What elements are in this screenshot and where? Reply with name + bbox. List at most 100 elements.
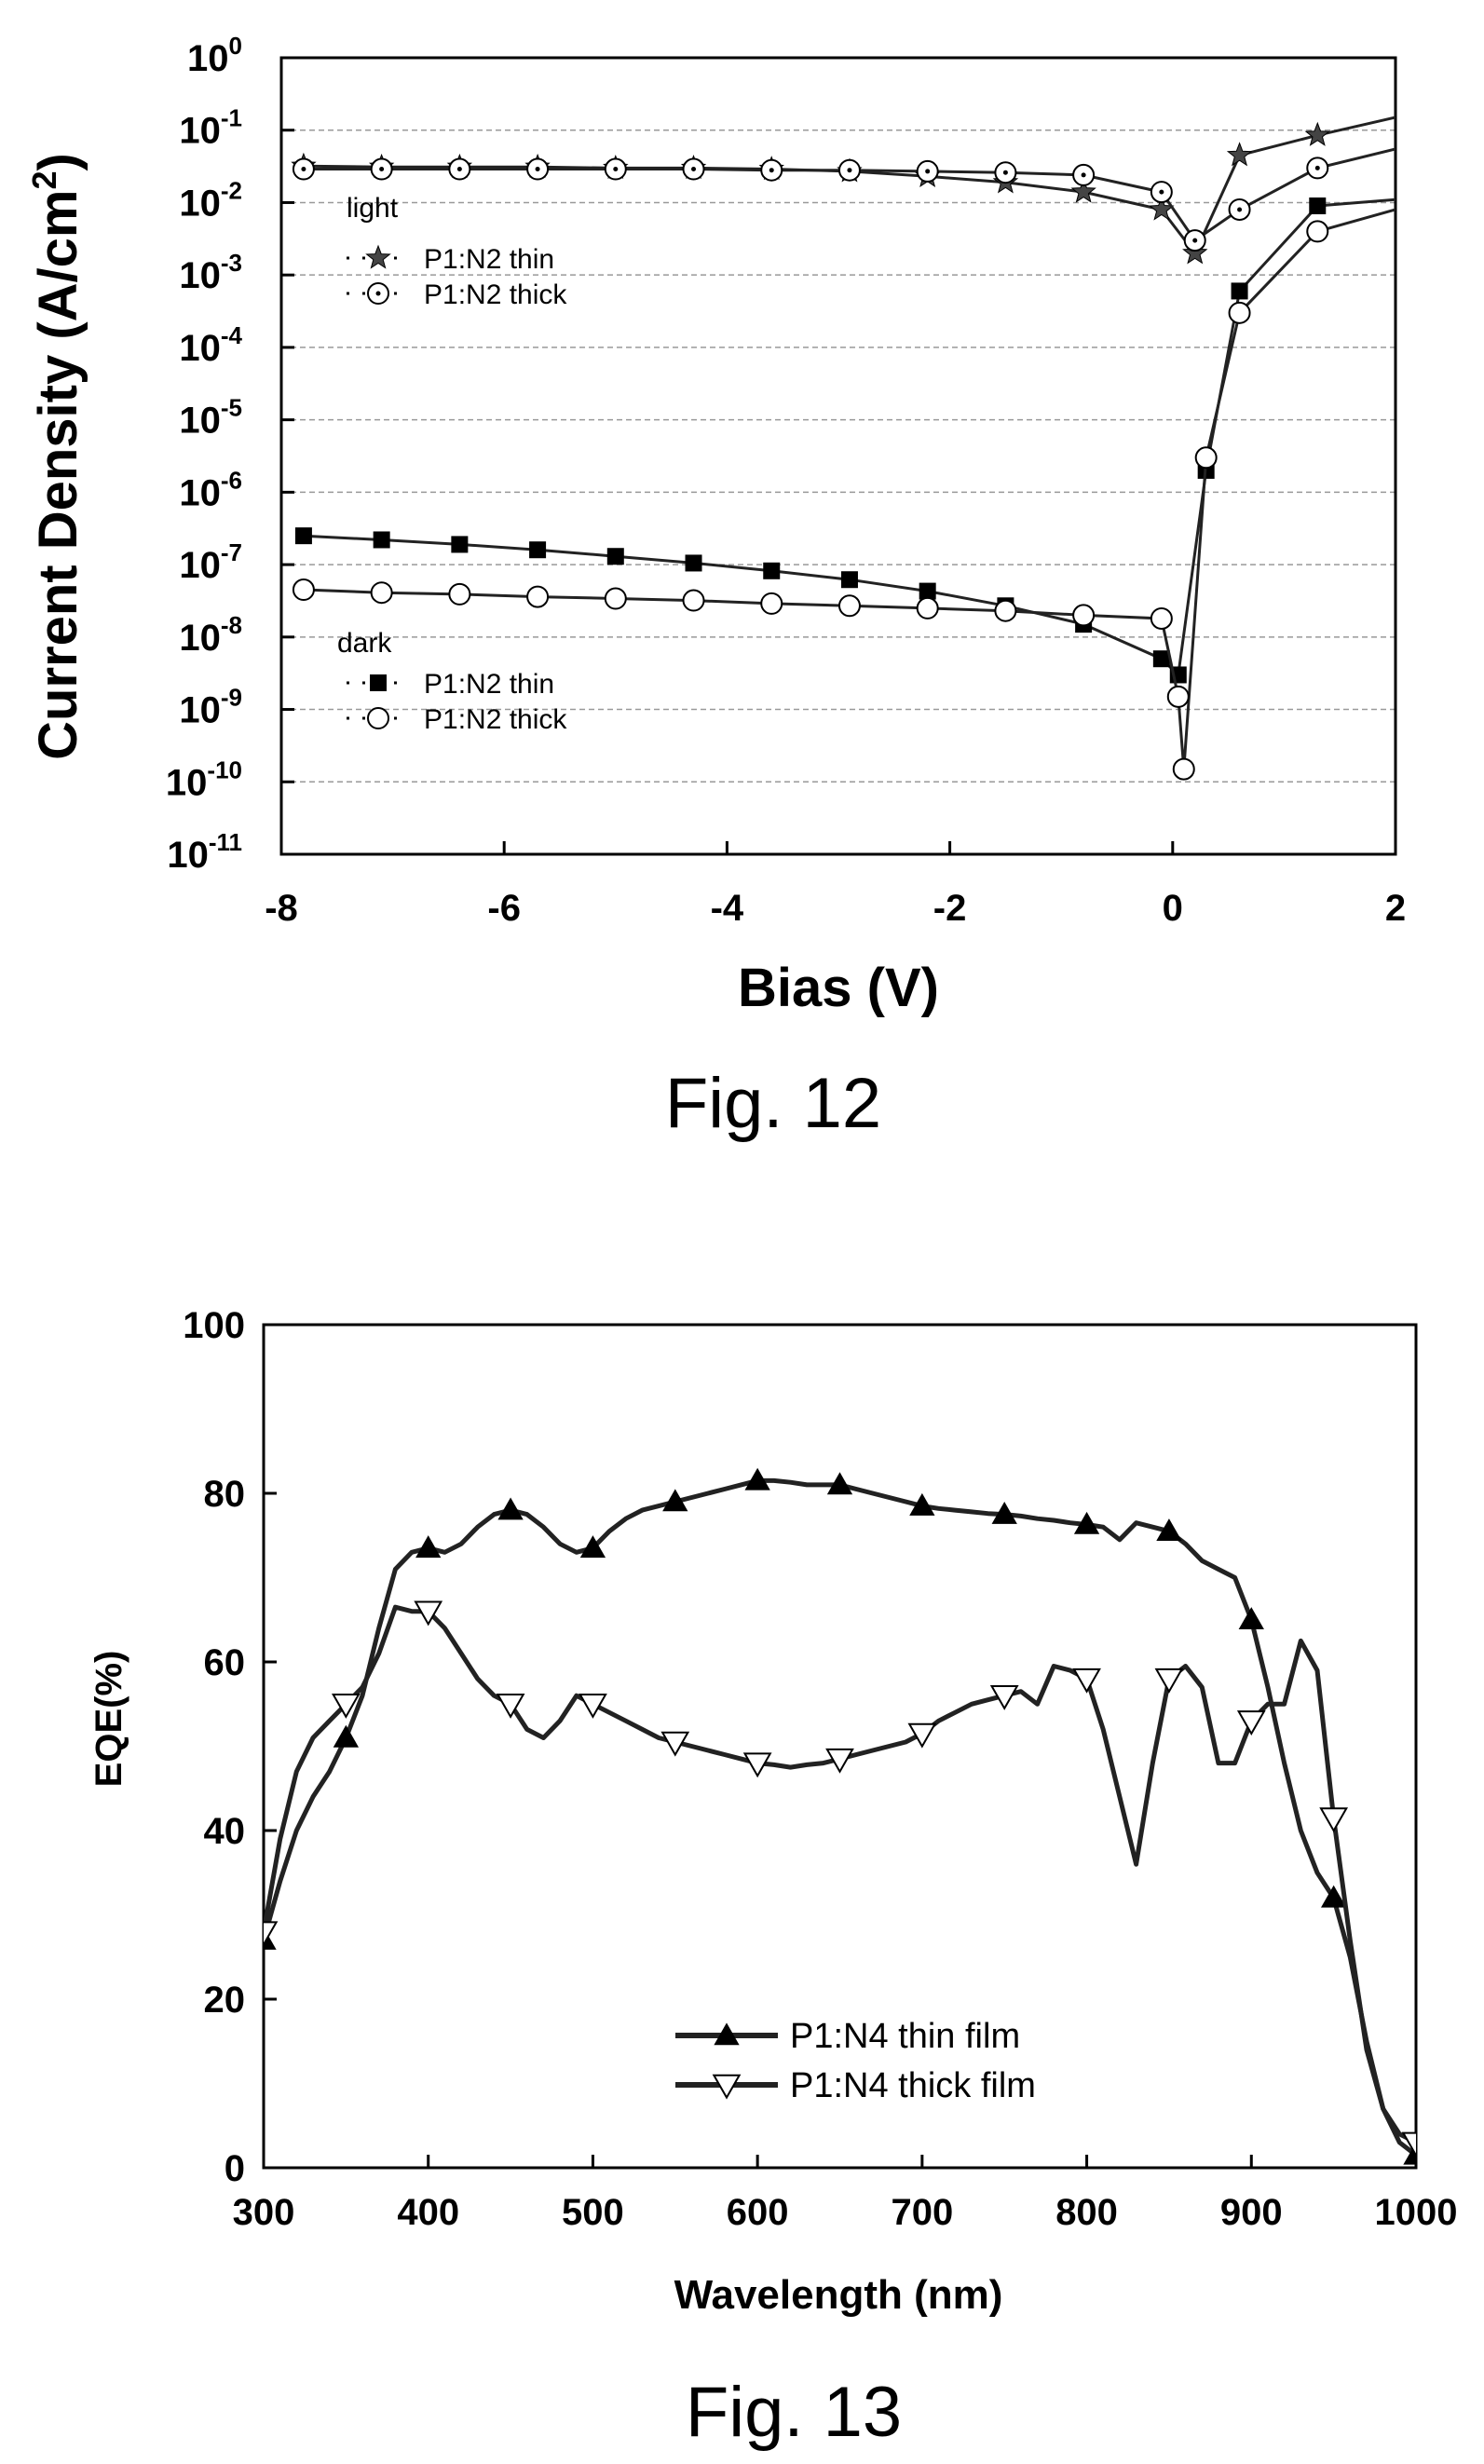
data-point [415, 1535, 442, 1559]
data-point [826, 1472, 853, 1495]
data-point [292, 579, 315, 602]
data-point [370, 581, 393, 605]
fig13-chart: 300 400 500 600 700 800 900 1000 0 20 40 60 80 100 W… [88, 1305, 1457, 2452]
x-tick-label: 500 [562, 2192, 624, 2233]
x-tick-label: -2 [933, 888, 967, 929]
data-point [916, 596, 939, 619]
data-point [907, 1722, 937, 1749]
fig13-y-ticks: 0 20 40 60 80 100 [183, 1305, 277, 2189]
data-point [451, 536, 469, 553]
data-point [1306, 220, 1329, 243]
fig13-y-axis-label: EQE(%) [88, 1651, 129, 1788]
fig12-y-ticks: 100 10-1 10-2 10-3 10-4 10-5 10-6 10-7 10-8 10-9 1… [166, 32, 294, 876]
fig12-legend-dark: dark P1:N2 thin P1:N2 thick [337, 628, 567, 735]
y-tick-label: 10-8 [179, 611, 242, 659]
legend-marker [712, 2074, 742, 2100]
y-tick-label: 0 [225, 2148, 245, 2189]
data-point [1072, 1668, 1101, 1694]
fig13-x-axis-label: Wavelength (nm) [674, 2272, 1003, 2318]
fig12-x-ticks: -8 -6 -4 -2 0 2 [265, 841, 1406, 929]
y-tick-label: 10-4 [179, 321, 242, 369]
fig13-legend: P1:N4 thin film P1:N4 thick film [675, 2017, 1036, 2105]
data-point [604, 587, 627, 610]
fig12-x-axis-label: Bias (V) [738, 958, 939, 1018]
data-point [837, 594, 861, 618]
fig13-x-ticks: 300 400 500 600 700 800 900 1000 [233, 2155, 1458, 2233]
y-tick-label: 40 [204, 1811, 246, 1852]
y-tick-label: 100 [183, 1305, 245, 1346]
data-point [1194, 446, 1218, 470]
legend-marker [714, 2022, 740, 2046]
data-point [662, 1489, 688, 1512]
legend-label: P1:N2 thin [424, 244, 554, 275]
data-point [989, 1684, 1019, 1710]
data-point [660, 1731, 690, 1757]
data-point [606, 548, 624, 565]
data-point [1306, 157, 1329, 180]
series-line [303, 147, 1396, 243]
data-point [994, 599, 1017, 622]
y-tick-label: 60 [204, 1642, 246, 1683]
y-tick-label: 10-11 [167, 828, 242, 876]
data-point [1152, 650, 1170, 668]
data-point [1238, 1607, 1264, 1629]
data-point [837, 158, 861, 182]
data-point [294, 527, 312, 545]
x-tick-label: 800 [1055, 2192, 1118, 2233]
data-point [994, 161, 1017, 184]
data-point [604, 157, 627, 181]
data-point [1150, 181, 1173, 204]
fig12-y-axis-label: Current Density (A/cm2) [25, 153, 88, 760]
data-point [1401, 2131, 1416, 2158]
fig12-plot-frame [279, 56, 1397, 856]
data-point [1228, 197, 1251, 221]
x-tick-label: 1000 [1375, 2192, 1458, 2233]
data-point [1319, 1807, 1349, 1833]
x-tick-label: -8 [265, 888, 298, 929]
data-point [579, 1694, 607, 1719]
data-point [682, 589, 705, 612]
data-point [1154, 1668, 1184, 1694]
fig12-series [291, 116, 1396, 781]
series-dark-3 [292, 208, 1396, 781]
data-point [682, 157, 705, 181]
data-point [763, 562, 781, 579]
series-1 [264, 1600, 1416, 2158]
y-tick-label: 10-9 [179, 684, 242, 731]
series-light-1 [292, 147, 1396, 252]
data-point [1166, 685, 1190, 708]
data-point [1226, 142, 1253, 167]
data-point [448, 157, 471, 181]
data-point [264, 1921, 279, 1947]
data-point [1320, 1885, 1347, 1908]
data-point [1150, 606, 1173, 630]
x-tick-label: -6 [487, 888, 521, 929]
data-point [916, 159, 939, 183]
data-point [1070, 178, 1096, 203]
y-tick-label: 10-6 [179, 466, 242, 513]
data-point [1236, 1710, 1266, 1736]
data-point [448, 582, 471, 606]
y-tick-label: 10-7 [179, 538, 242, 586]
x-tick-label: 600 [727, 2192, 789, 2233]
series-line [264, 1604, 1416, 2145]
y-tick-label: 80 [204, 1474, 246, 1515]
data-point [685, 554, 702, 572]
data-point [497, 1497, 524, 1520]
data-point [1183, 229, 1206, 252]
y-tick-label: 10-2 [179, 176, 242, 224]
data-point [744, 1467, 770, 1491]
fig13-caption: Fig. 13 [686, 2373, 902, 2452]
data-point [1304, 121, 1330, 146]
data-point [742, 1752, 772, 1778]
data-point [840, 571, 858, 589]
legend-label: P1:N4 thick film [790, 2066, 1036, 2105]
data-point [373, 531, 390, 549]
legend-label: P1:N2 thin [424, 669, 554, 700]
data-point [919, 582, 936, 600]
legend-light-title: light [347, 193, 399, 224]
data-point [331, 1694, 361, 1719]
y-tick-label: 10-5 [179, 394, 242, 442]
fig12-chart: -8 -6 -4 -2 0 2 10010-110-210-310-410-510-610… [25, 32, 1406, 1143]
